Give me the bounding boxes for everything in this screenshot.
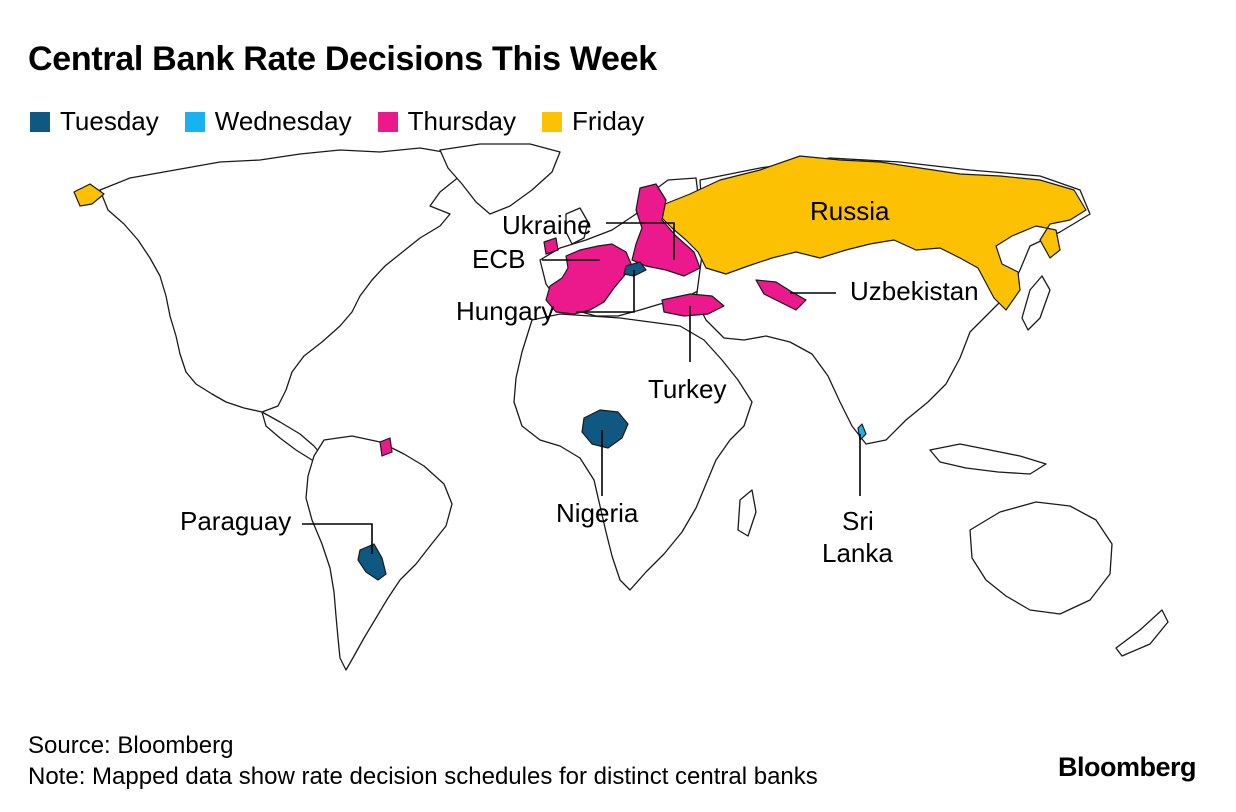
country-labels: Russia Ukraine ECB Hungary Uzbekistan Tu… bbox=[180, 196, 979, 568]
country-ireland bbox=[543, 237, 559, 255]
country-hungary bbox=[623, 261, 647, 277]
leader-paraguay bbox=[302, 523, 373, 554]
land-north-america bbox=[99, 147, 471, 413]
world-map-svg: Russia Ukraine ECB Hungary Uzbekistan Tu… bbox=[73, 143, 1169, 671]
legend-item-friday: Friday bbox=[542, 106, 644, 137]
label-nigeria: Nigeria bbox=[556, 498, 639, 528]
label-hungary: Hungary bbox=[456, 296, 554, 326]
land-new-zealand bbox=[1115, 609, 1169, 657]
legend-swatch-friday bbox=[542, 111, 562, 132]
label-ecb: ECB bbox=[472, 244, 525, 274]
legend-swatch-thursday bbox=[377, 111, 398, 132]
legend-label-thursday: Thursday bbox=[407, 106, 516, 136]
land-uk bbox=[565, 207, 589, 245]
legend-item-tuesday: Tuesday bbox=[30, 106, 159, 137]
label-russia: Russia bbox=[810, 196, 890, 226]
leader-ukraine bbox=[606, 222, 675, 260]
legend: Tuesday Wednesday Thursday Friday bbox=[30, 106, 670, 137]
country-ukraine bbox=[631, 183, 701, 277]
country-french-guiana bbox=[379, 437, 393, 457]
legend-label-friday: Friday bbox=[572, 106, 645, 136]
legend-item-wednesday: Wednesday bbox=[184, 106, 352, 137]
legend-label-wednesday: Wednesday bbox=[214, 106, 352, 136]
country-ecb bbox=[545, 243, 633, 315]
label-paraguay: Paraguay bbox=[180, 506, 291, 536]
legend-item-thursday: Thursday bbox=[377, 106, 516, 137]
label-sri-lanka-line2: Lanka bbox=[822, 538, 893, 568]
land-africa bbox=[513, 313, 753, 591]
chart-title: Central Bank Rate Decisions This Week bbox=[28, 40, 657, 78]
country-russia bbox=[659, 155, 1087, 311]
land-australia bbox=[969, 501, 1113, 615]
land-indonesia bbox=[929, 443, 1047, 475]
country-paraguay bbox=[357, 543, 387, 581]
bloomberg-logo: Bloomberg bbox=[1057, 752, 1197, 782]
land-greenland bbox=[439, 143, 561, 215]
label-ukraine: Ukraine bbox=[502, 210, 592, 240]
world-map: Russia Ukraine ECB Hungary Uzbekistan Tu… bbox=[0, 140, 1236, 720]
leader-lines bbox=[302, 222, 861, 554]
land-japan bbox=[1021, 275, 1051, 331]
label-sri-lanka-line1: Sri bbox=[842, 506, 874, 536]
country-nigeria bbox=[581, 409, 629, 449]
country-turkey bbox=[661, 293, 725, 317]
country-alaska-chukotka bbox=[73, 183, 105, 207]
label-uzbekistan: Uzbekistan bbox=[850, 276, 979, 306]
land-madagascar bbox=[737, 489, 757, 537]
legend-label-tuesday: Tuesday bbox=[60, 106, 159, 136]
highlighted-countries bbox=[73, 155, 1087, 581]
leader-hungary bbox=[576, 270, 635, 313]
land-central-america bbox=[261, 411, 325, 461]
source-note: Source: Bloomberg bbox=[28, 732, 234, 759]
legend-swatch-tuesday bbox=[30, 111, 50, 132]
legend-swatch-wednesday bbox=[184, 111, 205, 132]
label-turkey: Turkey bbox=[648, 374, 727, 404]
footer: Source: Bloomberg Note: Mapped data show… bbox=[28, 730, 818, 792]
data-note: Note: Mapped data show rate decision sch… bbox=[28, 763, 818, 790]
country-uzbekistan bbox=[755, 279, 807, 311]
